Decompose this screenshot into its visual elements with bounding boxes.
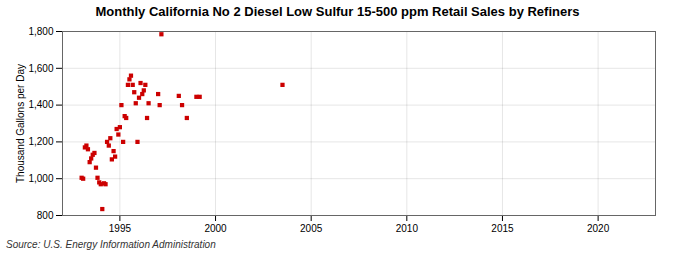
svg-text:2020: 2020 <box>587 223 610 234</box>
svg-text:1,400: 1,400 <box>28 99 53 110</box>
svg-text:1995: 1995 <box>109 223 132 234</box>
svg-text:Thousand Gallons per Day: Thousand Gallons per Day <box>15 64 26 183</box>
svg-text:1,600: 1,600 <box>28 63 53 74</box>
svg-text:1,200: 1,200 <box>28 136 53 147</box>
html-text:Monthly California No 2 Diesel: Monthly California No 2 Diesel Low Sulfu… <box>95 4 580 19</box>
svg-text:2000: 2000 <box>204 223 227 234</box>
svg-text:1,000: 1,000 <box>28 173 53 184</box>
svg-text:1,800: 1,800 <box>28 26 53 37</box>
svg-text:800: 800 <box>37 210 54 221</box>
svg-text:2010: 2010 <box>396 223 419 234</box>
html-text:Source: U.S. Energy Informatio: Source: U.S. Energy Information Administ… <box>6 239 216 250</box>
svg-text:2015: 2015 <box>491 223 514 234</box>
svg-text:2005: 2005 <box>300 223 323 234</box>
